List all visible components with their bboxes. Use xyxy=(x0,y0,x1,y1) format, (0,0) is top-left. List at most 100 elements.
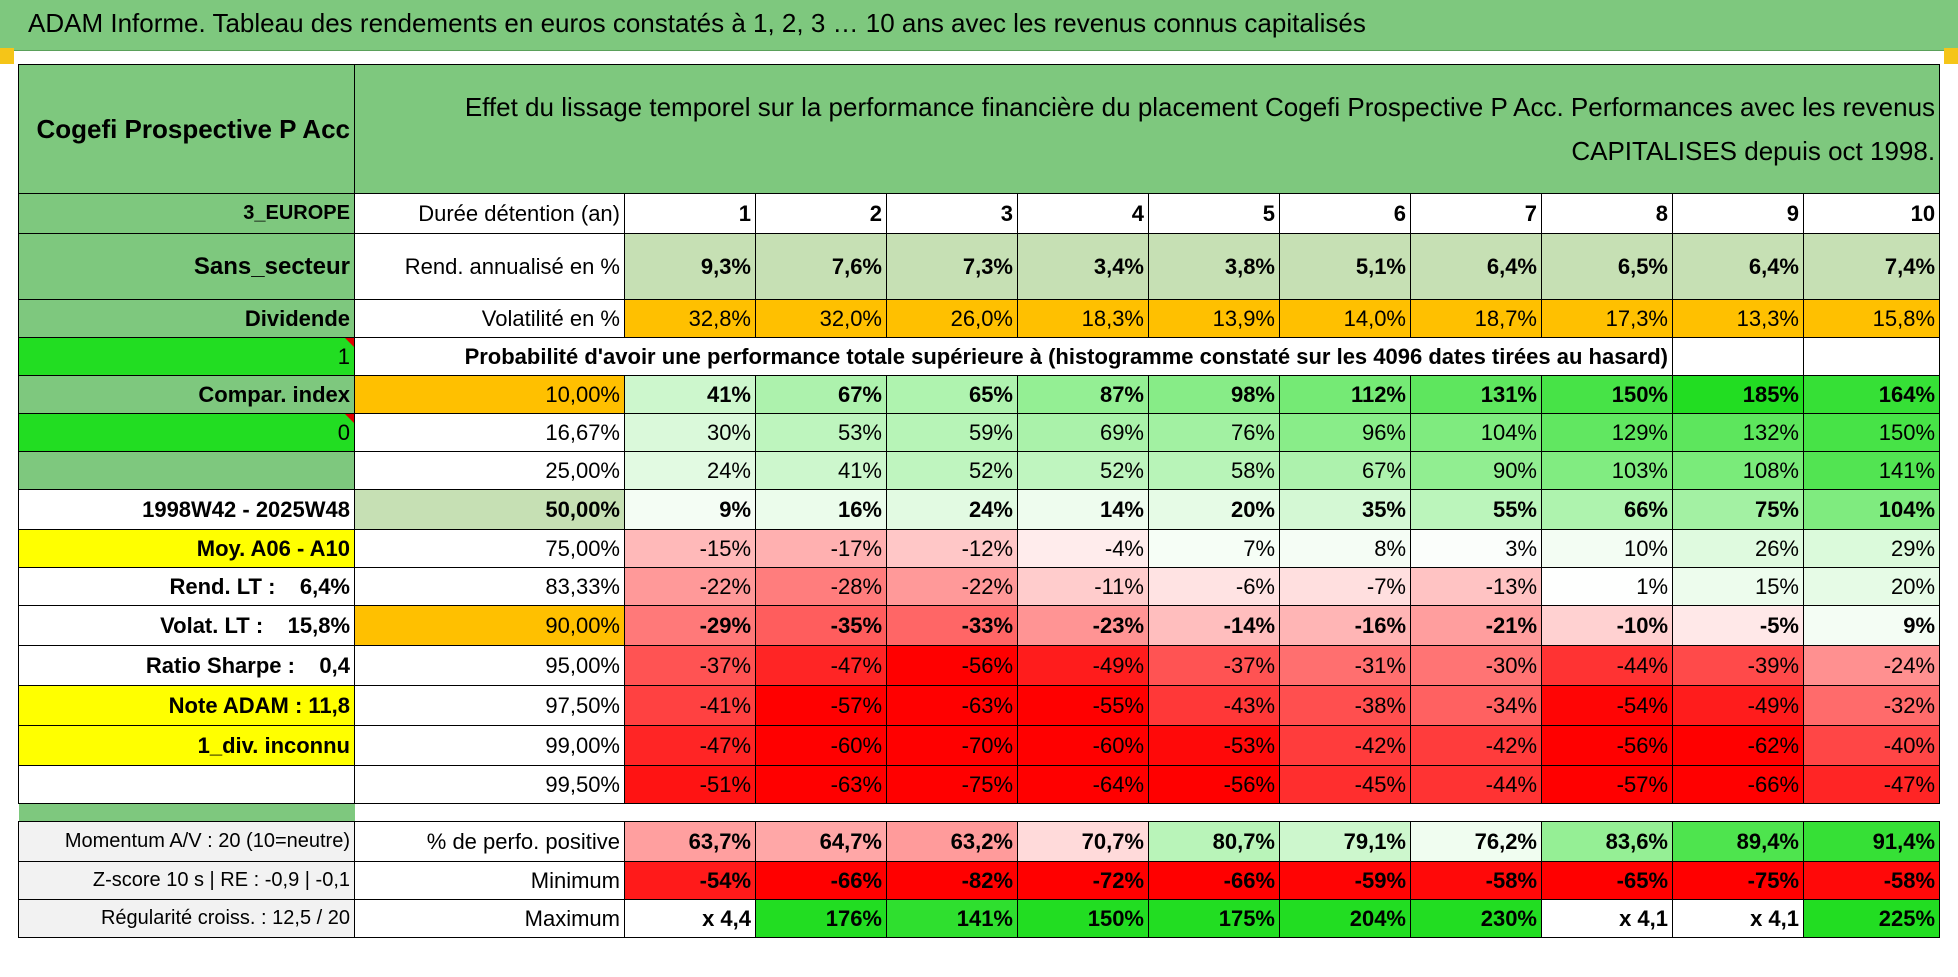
prob-cell[interactable]: -10% xyxy=(1541,605,1673,646)
stat-cell[interactable]: 89,4% xyxy=(1672,821,1804,862)
regularite-cell[interactable]: Régularité croiss. : 12,5 / 20 xyxy=(18,899,355,938)
rend-value[interactable]: 7,6% xyxy=(755,233,887,300)
prob-cell[interactable]: 98% xyxy=(1148,375,1280,414)
stat-cell[interactable]: 79,1% xyxy=(1279,821,1411,862)
prob-cell[interactable]: 24% xyxy=(886,489,1018,530)
zscore-cell[interactable]: Z-score 10 s | RE : -0,9 | -0,1 xyxy=(18,861,355,900)
prob-cell[interactable]: 104% xyxy=(1802,489,1941,530)
stat-cell[interactable]: x 4,1 xyxy=(1672,899,1804,938)
year-3-header[interactable]: 3 xyxy=(886,193,1018,234)
stat-label[interactable]: Minimum xyxy=(354,861,625,900)
prob-cell[interactable]: 9% xyxy=(1802,605,1941,646)
prob-percentile[interactable]: 16,67% xyxy=(354,413,625,452)
stat-cell[interactable]: 70,7% xyxy=(1017,821,1149,862)
prob-cell[interactable]: 150% xyxy=(1541,375,1673,414)
prob-percentile[interactable]: 83,33% xyxy=(354,567,625,606)
prob-cell[interactable]: 20% xyxy=(1802,567,1941,606)
prob-cell[interactable]: 67% xyxy=(755,375,887,414)
prob-cell[interactable]: -24% xyxy=(1802,645,1941,686)
stat-cell[interactable]: 76,2% xyxy=(1410,821,1542,862)
prob-cell[interactable]: 41% xyxy=(624,375,756,414)
volat-value[interactable]: 17,3% xyxy=(1541,299,1673,338)
prob-cell[interactable]: 185% xyxy=(1672,375,1804,414)
prob-cell[interactable]: 15% xyxy=(1672,567,1804,606)
prob-cell[interactable]: -31% xyxy=(1279,645,1411,686)
stat-cell[interactable]: 83,6% xyxy=(1541,821,1673,862)
duration-label[interactable]: Durée détention (an) xyxy=(354,193,625,234)
prob-percentile[interactable]: 10,00% xyxy=(354,375,625,414)
stat-cell[interactable]: 80,7% xyxy=(1148,821,1280,862)
empty-cell[interactable] xyxy=(1802,337,1941,376)
prob-cell[interactable]: -51% xyxy=(624,765,756,804)
prob-cell[interactable]: -21% xyxy=(1410,605,1542,646)
rend-value[interactable]: 3,4% xyxy=(1017,233,1149,300)
probability-title[interactable]: Probabilité d'avoir une performance tota… xyxy=(354,337,1673,376)
prob-percentile[interactable]: 97,50% xyxy=(354,685,625,726)
prob-cell[interactable]: 52% xyxy=(886,451,1018,490)
prob-cell[interactable]: 41% xyxy=(755,451,887,490)
prob-cell[interactable]: -22% xyxy=(624,567,756,606)
prob-cell[interactable]: -57% xyxy=(1541,765,1673,804)
rend-value[interactable]: 6,5% xyxy=(1541,233,1673,300)
prob-cell[interactable]: 132% xyxy=(1672,413,1804,452)
compar-value-cell[interactable]: 0 xyxy=(18,413,355,452)
prob-cell[interactable]: -49% xyxy=(1017,645,1149,686)
prob-cell[interactable]: -56% xyxy=(886,645,1018,686)
stat-cell[interactable]: 141% xyxy=(886,899,1018,938)
prob-cell[interactable]: -64% xyxy=(1017,765,1149,804)
prob-cell[interactable]: 8% xyxy=(1279,529,1411,568)
year-10-header[interactable]: 10 xyxy=(1802,193,1941,234)
prob-cell[interactable]: 131% xyxy=(1410,375,1542,414)
prob-cell[interactable]: -22% xyxy=(886,567,1018,606)
prob-cell[interactable]: -23% xyxy=(1017,605,1149,646)
year-6-header[interactable]: 6 xyxy=(1279,193,1411,234)
prob-cell[interactable]: 3% xyxy=(1410,529,1542,568)
prob-cell[interactable]: 75% xyxy=(1672,489,1804,530)
prob-cell[interactable]: -16% xyxy=(1279,605,1411,646)
volat-value[interactable]: 32,0% xyxy=(755,299,887,338)
prob-cell[interactable]: -45% xyxy=(1279,765,1411,804)
compar-index-label[interactable]: Compar. index xyxy=(18,375,355,414)
stat-cell[interactable]: -59% xyxy=(1279,861,1411,900)
prob-cell[interactable]: -70% xyxy=(886,725,1018,766)
prob-cell[interactable]: 55% xyxy=(1410,489,1542,530)
prob-cell[interactable]: 112% xyxy=(1279,375,1411,414)
prob-cell[interactable]: 1% xyxy=(1541,567,1673,606)
region-cell[interactable]: 3_EUROPE xyxy=(18,193,355,234)
year-4-header[interactable]: 4 xyxy=(1017,193,1149,234)
prob-cell[interactable]: 7% xyxy=(1148,529,1280,568)
fund-name-cell[interactable]: Cogefi Prospective P Acc xyxy=(18,64,355,194)
volat-label[interactable]: Volatilité en % xyxy=(354,299,625,338)
note-adam-cell[interactable]: Note ADAM : 11,8 xyxy=(18,685,355,726)
prob-cell[interactable]: -56% xyxy=(1541,725,1673,766)
prob-cell[interactable]: -44% xyxy=(1541,645,1673,686)
prob-cell[interactable]: 164% xyxy=(1802,375,1941,414)
stat-cell[interactable]: 63,2% xyxy=(886,821,1018,862)
prob-cell[interactable]: -66% xyxy=(1672,765,1804,804)
volat-value[interactable]: 18,3% xyxy=(1017,299,1149,338)
prob-cell[interactable]: 20% xyxy=(1148,489,1280,530)
prob-cell[interactable]: -55% xyxy=(1017,685,1149,726)
prob-cell[interactable]: -37% xyxy=(624,645,756,686)
prob-percentile[interactable]: 50,00% xyxy=(354,489,625,530)
prob-cell[interactable]: 35% xyxy=(1279,489,1411,530)
prob-cell[interactable]: 58% xyxy=(1148,451,1280,490)
stat-cell[interactable]: -58% xyxy=(1410,861,1542,900)
stat-cell[interactable]: 175% xyxy=(1148,899,1280,938)
prob-cell[interactable]: -37% xyxy=(1148,645,1280,686)
prob-cell[interactable]: 65% xyxy=(886,375,1018,414)
stat-label[interactable]: Maximum xyxy=(354,899,625,938)
prob-cell[interactable]: -39% xyxy=(1672,645,1804,686)
prob-cell[interactable]: -47% xyxy=(624,725,756,766)
prob-cell[interactable]: 53% xyxy=(755,413,887,452)
prob-cell[interactable]: -60% xyxy=(1017,725,1149,766)
rend-value[interactable]: 6,4% xyxy=(1410,233,1542,300)
stat-cell[interactable]: 204% xyxy=(1279,899,1411,938)
prob-cell[interactable]: -33% xyxy=(886,605,1018,646)
volat-value[interactable]: 13,3% xyxy=(1672,299,1804,338)
fund-description[interactable]: Effet du lissage temporel sur la perform… xyxy=(353,64,1941,194)
prob-cell[interactable]: -49% xyxy=(1672,685,1804,726)
prob-cell[interactable]: -41% xyxy=(624,685,756,726)
period-cell[interactable]: 1998W42 - 2025W48 xyxy=(18,489,355,530)
volat-value[interactable]: 13,9% xyxy=(1148,299,1280,338)
